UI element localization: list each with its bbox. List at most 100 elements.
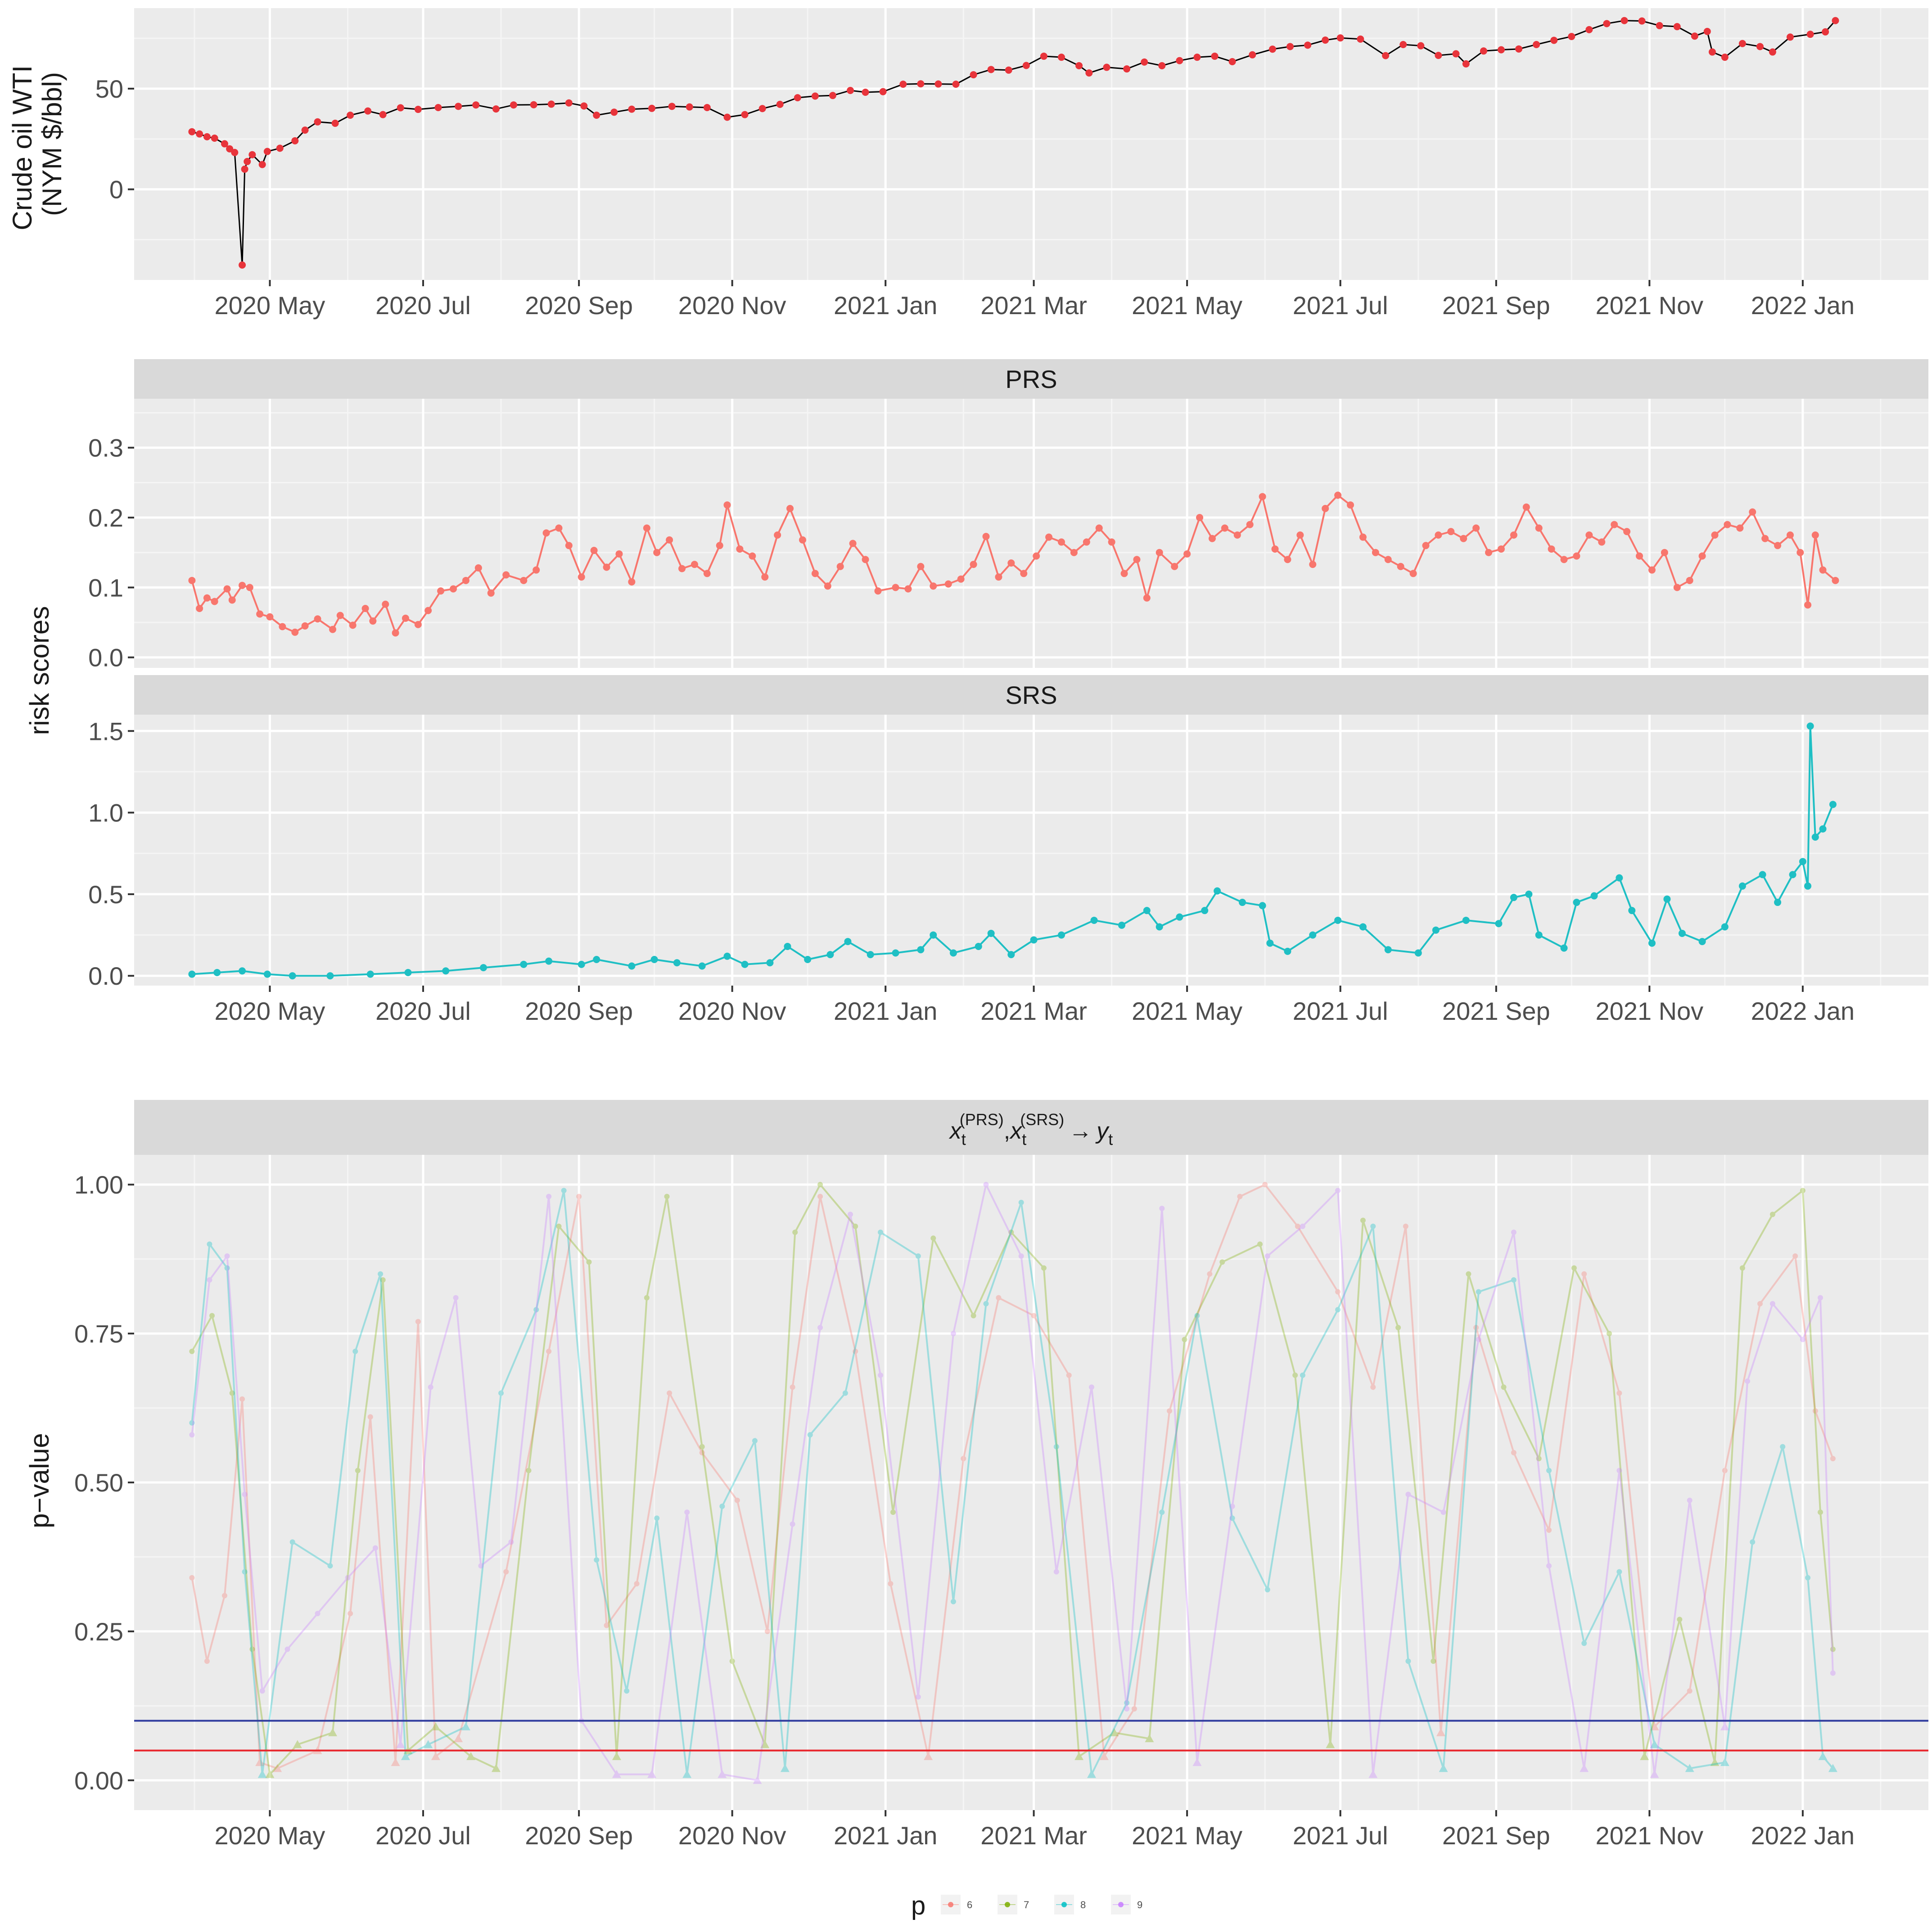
pvalue-series-6-point-23 bbox=[817, 1194, 823, 1199]
pvalue-series-6-point-38 bbox=[1335, 1289, 1341, 1295]
pvalue-series-8-point-44 bbox=[1581, 1640, 1587, 1646]
prs-point-91 bbox=[1284, 556, 1291, 563]
pvalue-series-7-triangle-32 bbox=[1145, 1734, 1154, 1743]
pvalue-series-8-point-7 bbox=[352, 1348, 358, 1354]
prs-point-81 bbox=[1156, 549, 1163, 556]
srs-minor-gridlines bbox=[134, 715, 1928, 986]
wti-point-94 bbox=[1691, 32, 1698, 40]
pvalue-xtick-label-4: 2021 Jan bbox=[834, 1821, 937, 1850]
wti-point-37 bbox=[686, 103, 693, 111]
wti-point-84 bbox=[1515, 45, 1523, 53]
srs-point-52 bbox=[1462, 916, 1470, 924]
srs-point-27 bbox=[917, 946, 925, 954]
srs-point-54 bbox=[1510, 894, 1517, 901]
prs-point-23 bbox=[424, 607, 432, 614]
pvalue-series-7-point-25 bbox=[890, 1509, 896, 1515]
pvalue-series-6-point-13 bbox=[503, 1569, 509, 1575]
pvalue-series-9-triangle-44 bbox=[1580, 1764, 1589, 1772]
prs-point-132 bbox=[1797, 549, 1804, 556]
wti-point-38 bbox=[703, 104, 711, 112]
pvalue-series-7-triangle-48 bbox=[1710, 1758, 1720, 1766]
legend-label-7: 7 bbox=[1024, 1899, 1029, 1910]
prs-point-51 bbox=[774, 531, 781, 539]
prs-point-84 bbox=[1196, 514, 1204, 522]
prs-point-0 bbox=[188, 577, 196, 584]
pvalue-series-8-point-20 bbox=[752, 1438, 758, 1444]
wti-point-87 bbox=[1568, 33, 1575, 41]
wti-point-3 bbox=[211, 135, 218, 142]
risk-panel: PRS SRS 0.0 0.1 0.2 0.3 0.0 0.5 1.0 1.5 2020 M… bbox=[24, 359, 1928, 1025]
prs-point-94 bbox=[1322, 505, 1329, 512]
prs-point-121 bbox=[1661, 549, 1668, 556]
pvalue-series-7-point-41 bbox=[1466, 1271, 1472, 1277]
srs-point-55 bbox=[1525, 890, 1533, 898]
pvalue-series-7-point-19 bbox=[699, 1444, 705, 1450]
legend: p 6 7 8 9 bbox=[911, 1891, 1142, 1920]
srs-point-43 bbox=[1259, 902, 1266, 910]
prs-point-44 bbox=[691, 561, 698, 568]
pvalue-series-8-triangle-9 bbox=[401, 1752, 410, 1760]
srs-major-gridlines bbox=[134, 715, 1928, 986]
prs-point-136 bbox=[1832, 577, 1839, 584]
prs-point-107 bbox=[1485, 549, 1493, 556]
pvalue-series-7-point-2 bbox=[229, 1390, 235, 1396]
wti-point-73 bbox=[1322, 36, 1329, 44]
pvalue-series-9-point-31 bbox=[1124, 1706, 1130, 1712]
pvalue-series-8-point-31 bbox=[1124, 1700, 1130, 1706]
prs-point-15 bbox=[336, 612, 344, 619]
wti-point-78 bbox=[1417, 42, 1425, 50]
prs-point-16 bbox=[349, 622, 357, 629]
srs-point-51 bbox=[1432, 926, 1440, 934]
srs-point-20 bbox=[766, 959, 774, 967]
srs-point-0 bbox=[188, 970, 196, 978]
pvalue-series-9-triangle-48 bbox=[1720, 1722, 1729, 1730]
prs-point-60 bbox=[892, 584, 899, 591]
srs-point-37 bbox=[1143, 907, 1151, 914]
pvalue-panel: xt(PRS),xt(SRS) → yt 0.000.250.500.751.00 … bbox=[24, 1100, 1928, 1850]
prs-point-50 bbox=[761, 573, 769, 581]
srs-point-18 bbox=[723, 952, 731, 960]
pvalue-series-8-point-39 bbox=[1405, 1658, 1411, 1664]
wti-point-45 bbox=[829, 92, 836, 99]
srs-point-6 bbox=[366, 970, 374, 978]
srs-point-39 bbox=[1176, 913, 1183, 921]
wti-point-68 bbox=[1228, 58, 1236, 66]
pvalue-series-9-point-51 bbox=[1800, 1337, 1806, 1342]
srs-point-32 bbox=[1007, 951, 1015, 959]
prs-ytick-label-1: 0.1 bbox=[88, 573, 123, 602]
wti-point-101 bbox=[1786, 33, 1794, 41]
pvalue-ytick-label-3: 0.75 bbox=[74, 1320, 123, 1348]
prs-point-75 bbox=[1083, 538, 1090, 546]
pvalue-series-7-triangle-4 bbox=[265, 1770, 275, 1778]
prs-point-33 bbox=[555, 524, 563, 532]
risk-xtick-label-0: 2020 May bbox=[214, 997, 325, 1025]
pvalue-series-6-point-28 bbox=[996, 1295, 1002, 1301]
pvalue-series-6-point-53 bbox=[1830, 1456, 1836, 1462]
pvalue-series-7-point-34 bbox=[1219, 1259, 1225, 1265]
pvalue-series-9-point-41 bbox=[1476, 1337, 1481, 1342]
wti-point-79 bbox=[1435, 52, 1442, 59]
legend-items: 6 7 8 9 bbox=[941, 1895, 1142, 1914]
pvalue-series-6-point-2 bbox=[221, 1593, 227, 1599]
pvalue-series-7-point-40 bbox=[1431, 1658, 1436, 1664]
pvalue-series-9-point-40 bbox=[1440, 1509, 1446, 1515]
wti-xtick-label-8: 2021 Sep bbox=[1442, 291, 1550, 320]
prs-point-55 bbox=[824, 582, 831, 590]
prs-point-123 bbox=[1686, 577, 1693, 584]
pvalue-series-6-triangle-9 bbox=[391, 1758, 400, 1766]
srs-point-67 bbox=[1738, 882, 1746, 890]
pvalue-series-9-triangle-17 bbox=[647, 1770, 657, 1778]
prs-point-79 bbox=[1133, 556, 1141, 563]
prs-point-129 bbox=[1761, 535, 1769, 542]
pvalue-series-7-triangle-16 bbox=[612, 1752, 621, 1760]
prs-point-36 bbox=[590, 547, 598, 554]
prs-ytick-label-3: 0.3 bbox=[88, 434, 123, 462]
srs-point-16 bbox=[673, 959, 681, 967]
srs-point-48 bbox=[1359, 923, 1367, 931]
wti-point-18 bbox=[347, 112, 354, 119]
pvalue-series-8-point-23 bbox=[842, 1390, 848, 1396]
wti-point-59 bbox=[1075, 62, 1083, 69]
pvalue-series-6-point-43 bbox=[1511, 1450, 1517, 1455]
pvalue-series-9-point-11 bbox=[453, 1295, 459, 1301]
